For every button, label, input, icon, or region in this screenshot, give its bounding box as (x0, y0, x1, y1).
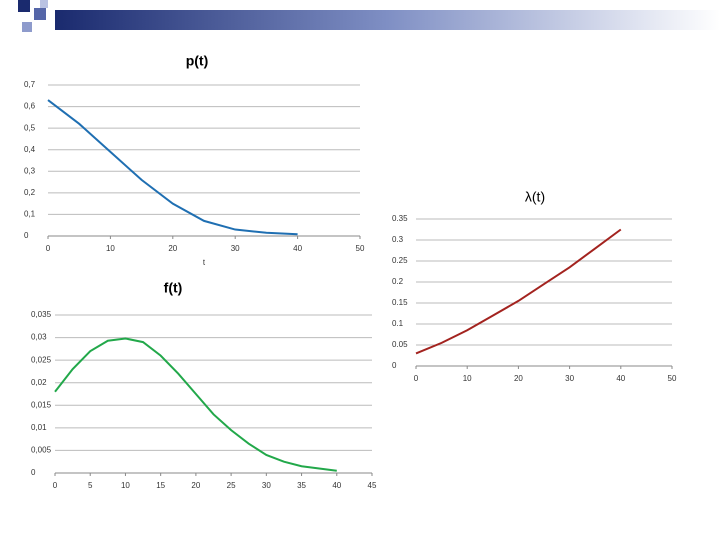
data-line (47, 99, 298, 236)
x-tick-label: 5 (88, 481, 93, 490)
x-tick-label: 45 (368, 481, 377, 490)
x-tick-label: 0 (46, 244, 51, 253)
y-tick-label: 0,2 (24, 188, 36, 197)
x-tick-label: 35 (297, 481, 306, 490)
y-tick-label: 0,4 (24, 145, 36, 154)
y-tick-label: 0 (392, 361, 397, 370)
x-tick-label: 15 (156, 481, 165, 490)
y-tick-label: 0.1 (392, 319, 404, 328)
y-tick-label: 0.15 (392, 298, 408, 307)
y-tick-label: 0,01 (31, 423, 47, 432)
x-tick-label: 10 (121, 481, 130, 490)
x-tick-label: 40 (332, 481, 341, 490)
y-tick-label: 0.3 (392, 235, 404, 244)
y-tick-label: 0,015 (31, 400, 52, 409)
y-tick-label: 0,035 (31, 310, 52, 319)
x-tick-label: 25 (227, 481, 236, 490)
y-tick-label: 0.35 (392, 214, 408, 223)
x-tick-label: 20 (514, 374, 523, 383)
chart-title: f(t) (164, 280, 183, 296)
y-tick-label: 0,02 (31, 378, 47, 387)
x-tick-label: 30 (565, 374, 574, 383)
data-line (54, 337, 337, 472)
y-tick-label: 0.2 (392, 277, 404, 286)
x-tick-label: 50 (668, 374, 677, 383)
x-tick-label: 10 (463, 374, 472, 383)
y-tick-label: 0.05 (392, 340, 408, 349)
y-tick-label: 0,1 (24, 210, 36, 219)
x-tick-label: 0 (414, 374, 419, 383)
y-tick-label: 0,03 (31, 333, 47, 342)
x-tick-label: 30 (262, 481, 271, 490)
x-axis-label: t (203, 258, 206, 267)
y-tick-label: 0 (24, 231, 29, 240)
y-tick-label: 0,6 (24, 102, 36, 111)
x-tick-label: 40 (293, 244, 302, 253)
chart-title: p(t) (186, 53, 209, 69)
y-tick-label: 0,025 (31, 355, 52, 364)
chart-title: λ(t) (525, 189, 545, 205)
x-tick-label: 30 (231, 244, 240, 253)
x-tick-label: 50 (356, 244, 365, 253)
y-tick-label: 0 (31, 468, 36, 477)
x-tick-label: 20 (191, 481, 200, 490)
y-tick-label: 0,7 (24, 80, 36, 89)
data-line (415, 228, 622, 355)
y-tick-label: 0,3 (24, 166, 36, 175)
header-decoration (18, 0, 720, 32)
x-tick-label: 0 (53, 481, 58, 490)
y-tick-label: 0.25 (392, 256, 408, 265)
x-tick-label: 10 (106, 244, 115, 253)
y-tick-label: 0,005 (31, 446, 52, 455)
x-tick-label: 40 (616, 374, 625, 383)
y-tick-label: 0,5 (24, 123, 36, 132)
x-tick-label: 20 (168, 244, 177, 253)
